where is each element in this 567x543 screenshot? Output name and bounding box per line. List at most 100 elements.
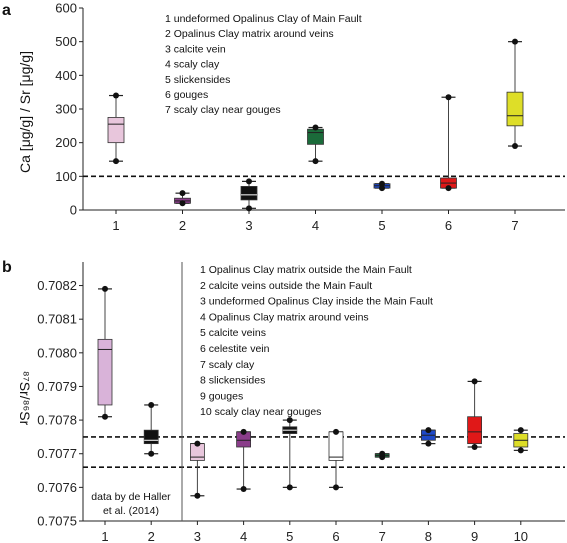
extreme-point — [425, 427, 432, 434]
extreme-point — [113, 92, 119, 99]
panel-b-label: b — [2, 259, 12, 276]
source-note: data by de Haller — [91, 491, 171, 503]
legend-entry: 10 scaly clay near gouges — [200, 406, 321, 418]
panel-a-plot: 0 100 200 300 400 500 600 1 2 3 4 5 6 7 1 undeformed O… — [55, 1, 565, 233]
extreme-point — [102, 285, 108, 292]
x-tick-label: 9 — [471, 529, 478, 543]
box — [328, 431, 344, 461]
extreme-point — [148, 450, 155, 457]
panel-b-plot: 0.7075 0.7076 0.7077 0.7078 0.7079 0.7080 0.70… — [37, 262, 565, 543]
extreme-point — [445, 94, 452, 101]
extreme-point — [333, 428, 339, 435]
y-tick-label: 100 — [55, 169, 77, 184]
legend-entry: 7 scaly clay — [200, 359, 255, 371]
extreme-point — [471, 378, 478, 385]
panel-b-y-axis-label: ⁸⁷Sr/⁸⁶Sr — [17, 371, 33, 426]
y-tick-label: 400 — [55, 68, 77, 83]
y-tick-label: 500 — [55, 34, 77, 49]
panel-a-label: a — [2, 2, 11, 19]
legend-entry: 4 Opalinus Clay matrix around veins — [200, 311, 369, 323]
extreme-point — [512, 38, 518, 45]
extreme-point — [379, 180, 385, 187]
legend-entry: 2 Opalinus Clay matrix around veins — [165, 28, 334, 40]
legend-entry: 3 calcite vein — [165, 43, 226, 55]
extreme-point — [246, 178, 252, 185]
x-tick-label: 8 — [425, 529, 432, 543]
legend-entry: 5 slickensides — [165, 74, 230, 86]
legend-entry: 4 scaly clay — [165, 59, 220, 71]
x-tick-label: 1 — [101, 529, 108, 543]
legend-entry: 5 calcite veins — [200, 327, 266, 339]
legend-entry: 1 undeformed Opalinus Clay of Main Fault — [165, 13, 362, 25]
legend-entry: 7 scaly clay near gouges — [165, 104, 281, 116]
extreme-point — [445, 185, 452, 192]
extreme-point — [102, 413, 108, 420]
y-tick-label: 0.7077 — [37, 446, 77, 461]
legend-entry: 1 Opalinus Clay matrix outside the Main … — [200, 264, 412, 276]
x-tick-label: 7 — [511, 218, 518, 233]
extreme-point — [379, 450, 386, 457]
extreme-point — [179, 190, 186, 197]
x-tick-label: 4 — [312, 218, 319, 233]
y-tick-label: 0.7081 — [37, 312, 77, 327]
legend-entry: 3 undeformed Opalinus Clay inside the Ma… — [200, 296, 433, 308]
extreme-point — [246, 205, 252, 212]
y-tick-label: 0.7078 — [37, 413, 77, 428]
extreme-point — [471, 444, 478, 450]
y-tick-label: 0 — [70, 203, 77, 218]
x-tick-label: 6 — [445, 218, 452, 233]
legend-entry: 9 gouges — [200, 390, 243, 402]
extreme-point — [517, 447, 524, 454]
x-tick-label: 3 — [194, 529, 201, 543]
y-tick-label: 300 — [55, 102, 77, 117]
legend-entry: 8 slickensides — [200, 375, 265, 387]
x-tick-label: 7 — [379, 529, 386, 543]
x-tick-label: 5 — [286, 529, 293, 543]
extreme-point — [286, 484, 293, 491]
y-tick-label: 0.7080 — [37, 345, 77, 360]
extreme-point — [512, 143, 518, 150]
extreme-point — [312, 124, 319, 131]
extreme-point — [194, 492, 201, 499]
extreme-point — [425, 440, 432, 447]
extreme-point — [194, 440, 201, 447]
legend-entry: 6 celestite vein — [200, 343, 270, 355]
extreme-point — [517, 427, 524, 434]
legend-entry: 2 calcite veins outside the Main Fault — [200, 280, 372, 292]
box — [107, 117, 125, 144]
x-tick-label: 5 — [378, 218, 385, 233]
x-tick-label: 4 — [240, 529, 247, 543]
extreme-point — [148, 401, 155, 408]
box — [307, 128, 324, 145]
box — [467, 416, 483, 445]
extreme-point — [240, 486, 247, 493]
x-tick-label: 10 — [514, 529, 528, 543]
extreme-point — [286, 417, 293, 424]
x-tick-label: 1 — [112, 218, 119, 233]
y-tick-label: 200 — [55, 135, 77, 150]
x-tick-label: 2 — [179, 218, 186, 233]
panel-a: a Ca [μg/g] / Sr [μg/g] 0 100 200 300 400 500… — [2, 1, 565, 233]
extreme-point — [379, 185, 385, 192]
box — [143, 429, 159, 445]
box — [97, 338, 113, 406]
source-note: et al. (2014) — [103, 505, 159, 517]
extreme-point — [333, 484, 339, 491]
panel-b: b ⁸⁷Sr/⁸⁶Sr 0.70750.70760.70770.70780.70… — [2, 259, 565, 543]
extreme-point — [312, 158, 319, 165]
y-tick-label: 0.7082 — [37, 278, 77, 293]
y-tick-label: 0.7076 — [37, 480, 77, 495]
x-tick-label: 3 — [245, 218, 252, 233]
y-tick-label: 0.7075 — [37, 514, 77, 529]
panel-a-y-axis-label: Ca [μg/g] / Sr [μg/g] — [17, 51, 33, 173]
x-tick-label: 2 — [148, 529, 155, 543]
legend-entry: 6 gouges — [165, 89, 208, 101]
x-tick-label: 6 — [332, 529, 339, 543]
extreme-point — [240, 428, 247, 435]
y-tick-label: 0.7079 — [37, 379, 77, 394]
box — [506, 91, 524, 127]
y-tick-label: 600 — [55, 1, 77, 16]
extreme-point — [113, 158, 119, 165]
box — [240, 186, 258, 201]
